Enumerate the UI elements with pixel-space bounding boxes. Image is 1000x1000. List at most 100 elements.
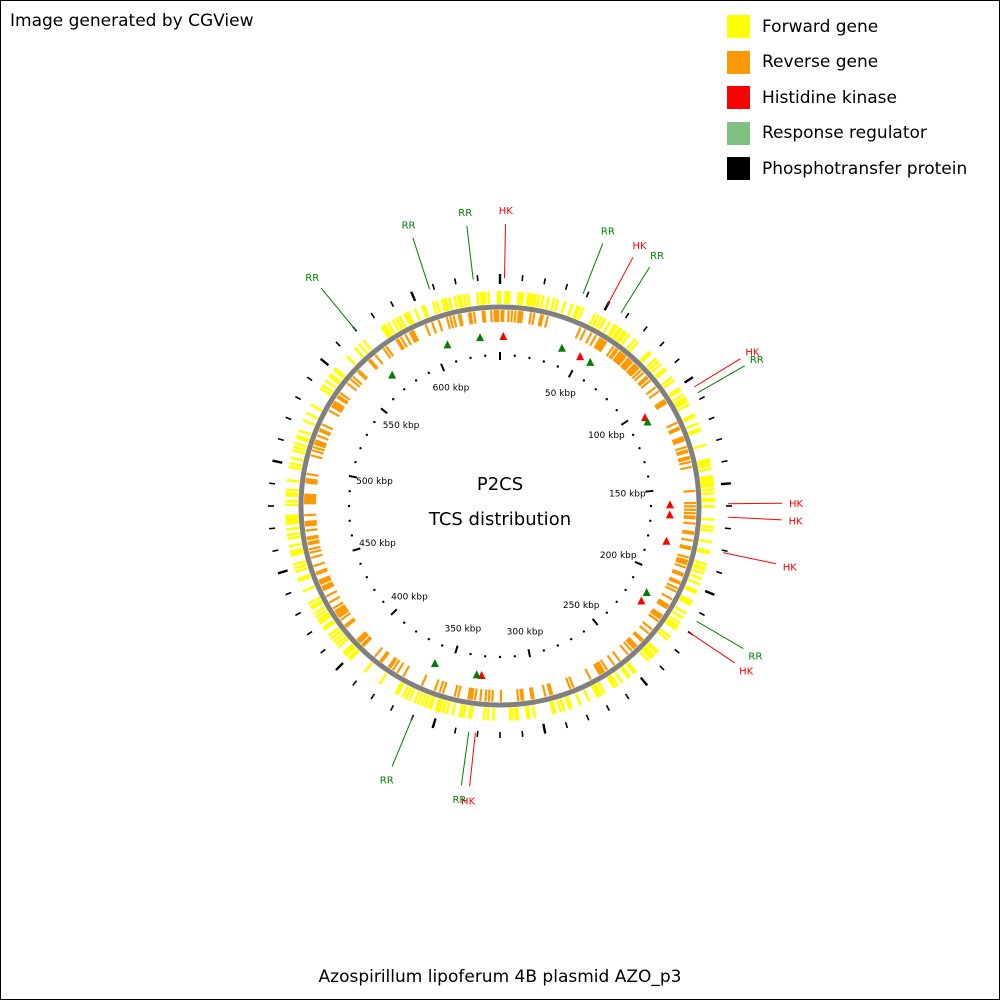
forward-gene — [396, 682, 405, 696]
reverse-gene — [669, 576, 681, 584]
outer-tick — [642, 326, 648, 332]
forward-gene — [693, 443, 707, 450]
minor-tick — [643, 460, 646, 464]
outer-tick — [564, 722, 569, 729]
outer-tick — [716, 437, 723, 442]
reverse-gene — [510, 310, 514, 323]
forward-gene — [286, 531, 301, 537]
outer-tick — [272, 549, 279, 553]
forward-gene — [456, 294, 463, 309]
outer-tick — [431, 718, 437, 729]
minor-tick — [582, 379, 586, 382]
reverse-gene — [452, 315, 458, 328]
minor-tick — [359, 562, 362, 565]
forward-gene — [458, 294, 464, 308]
forward-gene — [329, 373, 342, 384]
forward-gene — [487, 291, 491, 305]
reverse-gene — [321, 582, 334, 590]
forward-gene — [330, 629, 342, 640]
callout-line — [607, 257, 634, 306]
reverse-gene — [321, 423, 334, 431]
reverse-gene — [637, 375, 648, 386]
reverse-gene — [467, 687, 472, 700]
outer-tick — [352, 680, 358, 686]
forward-gene — [617, 331, 628, 344]
forward-gene — [293, 445, 307, 452]
reverse-gene — [672, 437, 685, 444]
reverse-gene — [379, 650, 389, 662]
forward-gene — [406, 311, 415, 325]
reverse-gene — [473, 688, 478, 701]
reverse-gene — [437, 319, 444, 332]
reverse-gene — [340, 612, 352, 622]
reverse-gene — [374, 354, 384, 365]
forward-gene — [292, 559, 307, 567]
reverse-gene — [330, 404, 343, 413]
callout-label: RR — [750, 355, 764, 366]
minor-tick — [542, 649, 546, 652]
forward-gene — [292, 449, 306, 455]
forward-gene — [648, 360, 660, 371]
outer-tick — [521, 730, 524, 737]
reverse-gene — [487, 689, 491, 702]
reverse-gene — [593, 337, 602, 349]
forward-gene — [673, 396, 687, 406]
forward-gene — [594, 316, 604, 329]
outer-tick — [721, 459, 728, 463]
forward-gene — [348, 649, 360, 661]
forward-gene — [294, 566, 309, 574]
outer-tick — [624, 312, 630, 319]
outer-tick — [370, 312, 376, 319]
reverse-gene — [666, 582, 679, 590]
forward-gene — [685, 421, 699, 430]
reverse-gene — [424, 324, 432, 337]
forward-gene — [298, 575, 312, 583]
minor-tick — [498, 655, 502, 659]
forward-gene — [549, 701, 555, 715]
minor-tick — [483, 655, 487, 658]
reverse-gene — [638, 624, 650, 635]
reverse-gene — [658, 598, 670, 607]
forward-gene — [469, 705, 474, 720]
forward-gene — [431, 301, 438, 315]
reverse-gene — [339, 391, 351, 401]
major-tick — [620, 419, 629, 426]
outer-tick — [720, 482, 732, 486]
forward-gene — [644, 645, 656, 657]
forward-gene — [324, 379, 337, 389]
reverse-gene — [490, 310, 493, 323]
reverse-gene — [674, 562, 687, 569]
reverse-gene — [484, 689, 488, 702]
reverse-gene — [531, 312, 536, 326]
outer-tick — [272, 459, 283, 464]
forward-gene — [698, 467, 712, 473]
rr-marker — [557, 343, 566, 352]
reverse-gene — [642, 621, 653, 631]
forward-gene — [302, 585, 316, 593]
forward-gene — [444, 297, 450, 311]
reverse-gene — [507, 310, 510, 323]
forward-gene — [453, 295, 459, 309]
reverse-gene — [530, 687, 535, 700]
forward-gene — [289, 547, 303, 554]
callout-line — [503, 224, 507, 279]
reverse-gene — [310, 553, 323, 559]
reverse-gene — [627, 636, 638, 647]
callout-line — [412, 237, 431, 290]
reverse-gene — [334, 604, 346, 613]
forward-gene — [332, 632, 345, 643]
hk-marker — [499, 332, 508, 341]
reverse-gene — [594, 662, 603, 675]
forward-gene — [327, 626, 340, 637]
reverse-gene — [661, 592, 673, 601]
forward-gene — [413, 308, 422, 322]
forward-gene — [313, 605, 326, 615]
outer-tick — [269, 527, 276, 530]
major-tick — [348, 474, 358, 479]
forward-gene — [697, 459, 711, 466]
reverse-gene — [640, 379, 652, 389]
forward-gene — [549, 297, 556, 311]
forward-gene — [516, 291, 521, 305]
forward-gene — [404, 686, 413, 700]
minor-tick — [582, 630, 586, 633]
